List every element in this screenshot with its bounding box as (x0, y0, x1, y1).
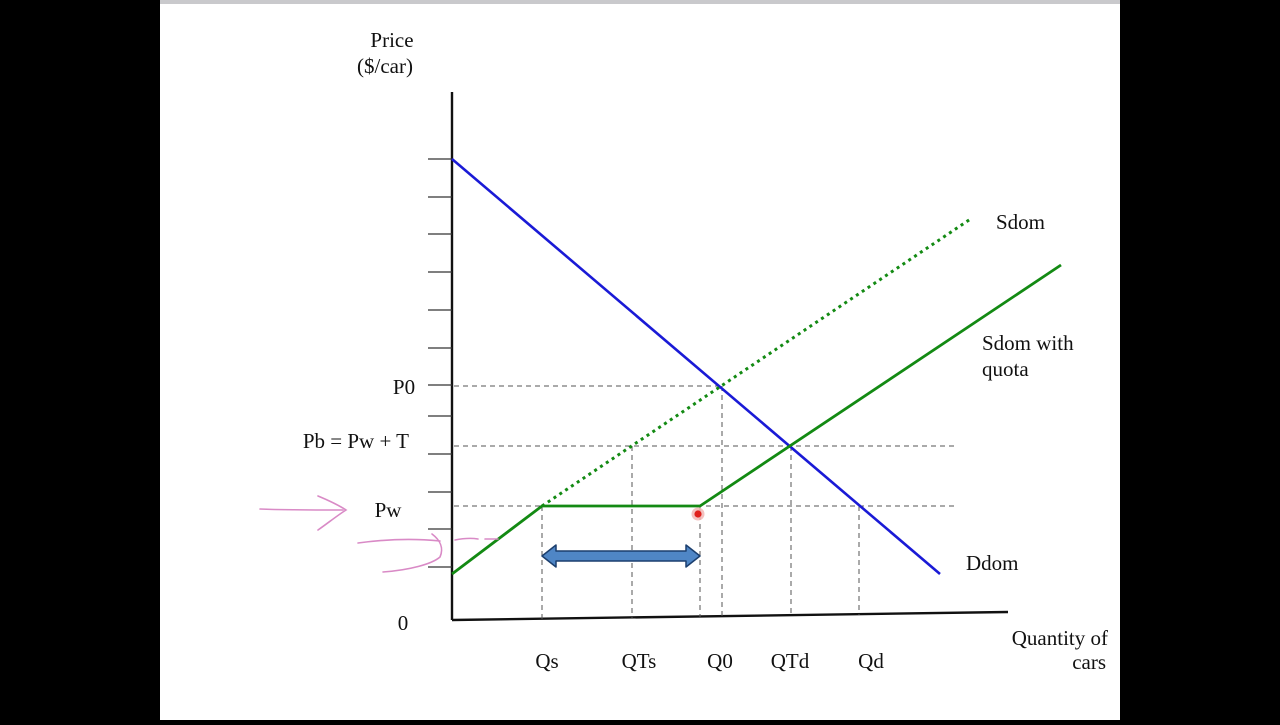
qs-label: Qs (535, 649, 558, 673)
qtd-label: QTd (771, 649, 810, 673)
y-axis-label: Price (370, 28, 413, 52)
domestic-supply-curve (541, 216, 973, 508)
pw-label: Pw (375, 498, 403, 522)
quota-double-arrow (541, 544, 701, 568)
p0-label: P0 (393, 375, 415, 399)
qd-label: Qd (858, 649, 884, 673)
sdom-quota-label-line2: quota (982, 357, 1029, 381)
annotation-arrow-icon (259, 495, 348, 531)
q0-label: Q0 (707, 649, 733, 673)
y-axis-unit-label: ($/car) (357, 54, 413, 78)
annotation-arrow-icon (357, 533, 499, 573)
demand-curve (451, 158, 941, 575)
ddom-label: Ddom (966, 551, 1019, 575)
qts-label: QTs (622, 649, 657, 673)
x-axis (451, 610, 1009, 622)
sdom-label: Sdom (996, 210, 1045, 234)
y-axis-ticks (428, 158, 452, 568)
slide-background (160, 0, 1120, 720)
pb-label: Pb = Pw + T (303, 429, 409, 453)
supply-with-quota-curve (451, 263, 1062, 576)
cursor-pointer-icon (691, 507, 705, 521)
x-axis-unit-label: cars (1072, 650, 1106, 674)
origin-label: 0 (398, 611, 409, 635)
guide-lines (454, 385, 958, 619)
sdom-quota-label: Sdom with (982, 331, 1074, 355)
x-axis-label: Quantity of (1012, 626, 1108, 650)
slide-top-border (160, 0, 1120, 4)
